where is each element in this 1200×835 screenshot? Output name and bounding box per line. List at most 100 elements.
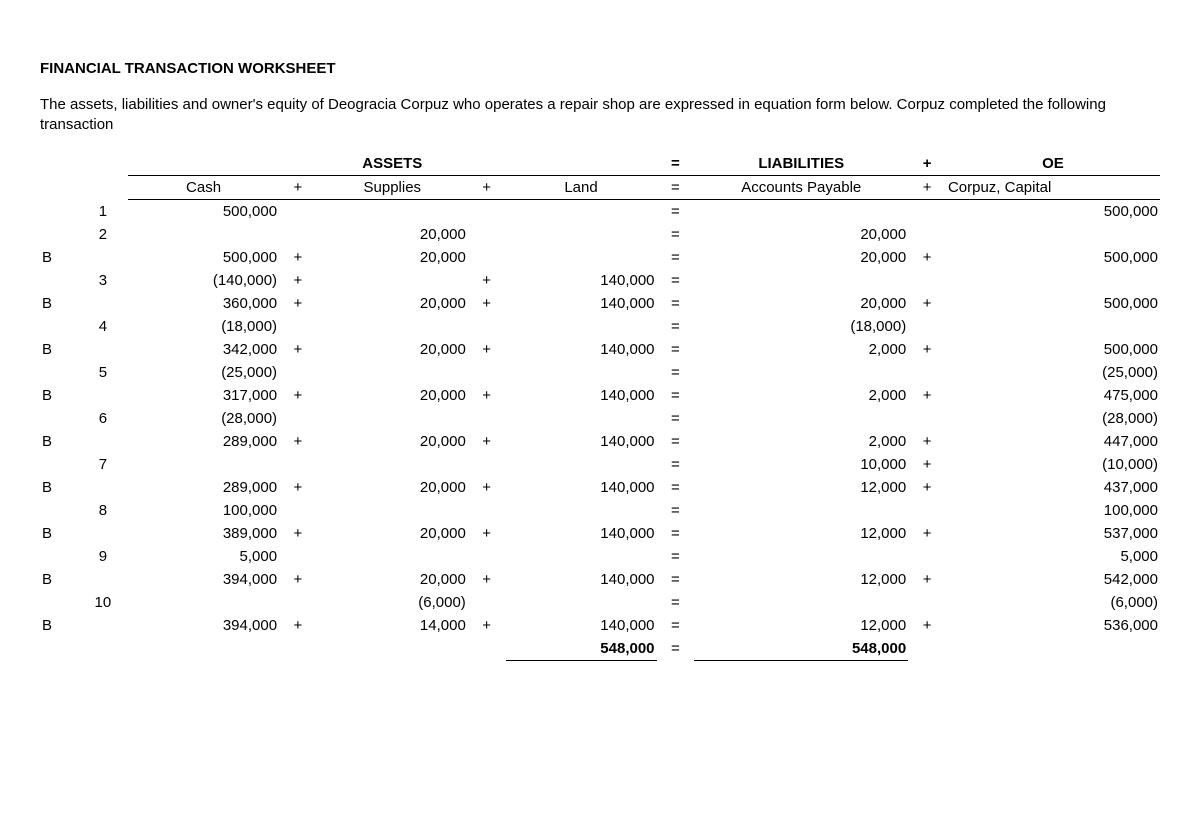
land-cell bbox=[506, 407, 657, 430]
cash-cell: 389,000 bbox=[128, 522, 279, 545]
sep-cell bbox=[908, 199, 946, 223]
sep-cell: + bbox=[279, 614, 317, 637]
cash-cell: 100,000 bbox=[128, 499, 279, 522]
row-number bbox=[78, 614, 128, 637]
cash-cell: 394,000 bbox=[128, 568, 279, 591]
land-cell: 140,000 bbox=[506, 269, 657, 292]
row-number: 6 bbox=[78, 407, 128, 430]
supplies-header: Supplies bbox=[317, 175, 468, 199]
row-label: B bbox=[40, 476, 78, 499]
row-number: 7 bbox=[78, 453, 128, 476]
sep-cell: + bbox=[908, 384, 946, 407]
equals-sep: = bbox=[657, 175, 695, 199]
supplies-cell: 20,000 bbox=[317, 568, 468, 591]
row-number bbox=[78, 338, 128, 361]
sep-cell bbox=[908, 499, 946, 522]
capital-cell: 536,000 bbox=[946, 614, 1160, 637]
row-label: B bbox=[40, 430, 78, 453]
eq-cell: = bbox=[657, 269, 695, 292]
table-row: 95,000=5,000 bbox=[40, 545, 1160, 568]
intro-text: The assets, liabilities and owner's equi… bbox=[40, 95, 1160, 136]
sep-cell: + bbox=[468, 568, 506, 591]
land-cell bbox=[506, 315, 657, 338]
eq-cell: = bbox=[657, 476, 695, 499]
sep-cell bbox=[908, 545, 946, 568]
sep-cell: + bbox=[279, 269, 317, 292]
total-right: 548,000 bbox=[694, 637, 908, 661]
land-cell: 140,000 bbox=[506, 568, 657, 591]
eq-cell: = bbox=[657, 568, 695, 591]
supplies-cell bbox=[317, 499, 468, 522]
ap-cell: (18,000) bbox=[694, 315, 908, 338]
sep-cell bbox=[468, 199, 506, 223]
row-number: 1 bbox=[78, 199, 128, 223]
ap-cell bbox=[694, 591, 908, 614]
row-label bbox=[40, 499, 78, 522]
table-row: B500,000+20,000=20,000+500,000 bbox=[40, 246, 1160, 269]
table-row: B394,000+20,000+140,000=12,000+542,000 bbox=[40, 568, 1160, 591]
row-label bbox=[40, 407, 78, 430]
row-label bbox=[40, 199, 78, 223]
eq-cell: = bbox=[657, 591, 695, 614]
eq-cell: = bbox=[657, 545, 695, 568]
capital-cell: 537,000 bbox=[946, 522, 1160, 545]
sep-cell bbox=[279, 545, 317, 568]
row-label: B bbox=[40, 246, 78, 269]
cash-cell: 360,000 bbox=[128, 292, 279, 315]
row-label: B bbox=[40, 384, 78, 407]
header-col-row: Cash + Supplies + Land = Accounts Payabl… bbox=[40, 175, 1160, 199]
row-number: 3 bbox=[78, 269, 128, 292]
ap-cell: 20,000 bbox=[694, 246, 908, 269]
land-cell bbox=[506, 453, 657, 476]
sep-cell: + bbox=[279, 522, 317, 545]
row-label bbox=[40, 361, 78, 384]
land-cell bbox=[506, 246, 657, 269]
table-row: 5(25,000)=(25,000) bbox=[40, 361, 1160, 384]
totals-row: 548,000 = 548,000 bbox=[40, 637, 1160, 661]
ap-cell bbox=[694, 545, 908, 568]
sep-cell: + bbox=[908, 614, 946, 637]
supplies-cell: 20,000 bbox=[317, 430, 468, 453]
eq-cell: = bbox=[657, 315, 695, 338]
sep-cell bbox=[468, 361, 506, 384]
table-row: B389,000+20,000+140,000=12,000+537,000 bbox=[40, 522, 1160, 545]
land-cell bbox=[506, 545, 657, 568]
sep-cell bbox=[908, 591, 946, 614]
capital-cell: 437,000 bbox=[946, 476, 1160, 499]
table-row: 8100,000=100,000 bbox=[40, 499, 1160, 522]
sep-cell bbox=[279, 591, 317, 614]
supplies-cell: 20,000 bbox=[317, 522, 468, 545]
land-cell: 140,000 bbox=[506, 522, 657, 545]
sep-cell bbox=[468, 223, 506, 246]
capital-cell: (28,000) bbox=[946, 407, 1160, 430]
ap-cell bbox=[694, 199, 908, 223]
supplies-cell: 20,000 bbox=[317, 384, 468, 407]
worksheet-table: ASSETS = LIABILITIES + OE Cash + Supplie… bbox=[40, 152, 1160, 661]
oe-header: OE bbox=[946, 152, 1160, 176]
sep-cell bbox=[908, 223, 946, 246]
sep-cell: + bbox=[908, 476, 946, 499]
sep-cell: + bbox=[908, 522, 946, 545]
table-row: 4(18,000)=(18,000) bbox=[40, 315, 1160, 338]
sep-cell: + bbox=[279, 292, 317, 315]
row-number: 8 bbox=[78, 499, 128, 522]
assets-header: ASSETS bbox=[128, 152, 656, 176]
ap-cell bbox=[694, 499, 908, 522]
eq-cell: = bbox=[657, 614, 695, 637]
sep-cell bbox=[468, 453, 506, 476]
sep-cell: + bbox=[908, 430, 946, 453]
row-label: B bbox=[40, 568, 78, 591]
sep-cell: + bbox=[279, 430, 317, 453]
table-row: B360,000+20,000+140,000=20,000+500,000 bbox=[40, 292, 1160, 315]
table-body: 1500,000=500,000220,000=20,000B500,000+2… bbox=[40, 199, 1160, 637]
cash-cell: 289,000 bbox=[128, 476, 279, 499]
capital-cell: 100,000 bbox=[946, 499, 1160, 522]
ap-cell: 10,000 bbox=[694, 453, 908, 476]
sep-cell: + bbox=[279, 338, 317, 361]
row-label bbox=[40, 545, 78, 568]
capital-cell: 500,000 bbox=[946, 246, 1160, 269]
table-row: 7=10,000+(10,000) bbox=[40, 453, 1160, 476]
capital-cell: 500,000 bbox=[946, 292, 1160, 315]
capital-cell: (6,000) bbox=[946, 591, 1160, 614]
sep-cell bbox=[468, 545, 506, 568]
